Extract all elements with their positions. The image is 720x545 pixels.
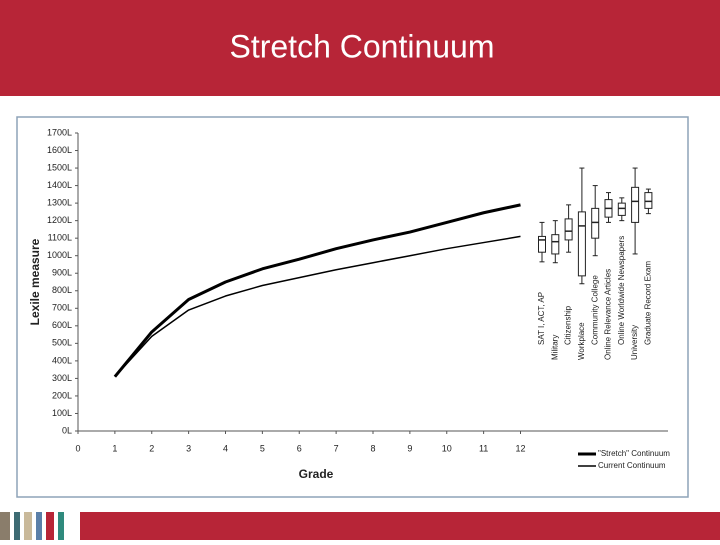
legend-label: Current Continuum bbox=[598, 461, 666, 470]
x-tick-label: 10 bbox=[442, 443, 452, 453]
y-tick-label: 600L bbox=[52, 320, 72, 330]
x-tick-label: 2 bbox=[149, 443, 154, 453]
box bbox=[577, 211, 586, 277]
box-label: Graduate Record Exam bbox=[644, 261, 653, 345]
y-tick-label: 300L bbox=[52, 373, 72, 383]
x-tick-label: 1 bbox=[112, 443, 117, 453]
box bbox=[644, 192, 653, 209]
x-tick-label: 5 bbox=[260, 443, 265, 453]
box-label: Military bbox=[550, 335, 559, 360]
y-tick-label: 0L bbox=[62, 425, 72, 435]
x-tick-label: 0 bbox=[75, 443, 80, 453]
box-label: Workplace bbox=[577, 322, 586, 360]
y-tick-label: 1100L bbox=[48, 233, 72, 243]
box-label: Citizenship bbox=[564, 305, 573, 345]
box bbox=[591, 207, 600, 239]
x-tick-label: 4 bbox=[223, 443, 228, 453]
box bbox=[617, 202, 626, 216]
y-tick-label: 700L bbox=[52, 303, 72, 313]
stripe bbox=[36, 512, 42, 540]
stripe bbox=[0, 512, 10, 540]
x-tick-label: 7 bbox=[334, 443, 339, 453]
x-tick-label: 6 bbox=[297, 443, 302, 453]
y-tick-label: 1000L bbox=[47, 250, 72, 260]
box bbox=[551, 234, 560, 255]
stripe bbox=[58, 512, 64, 540]
x-axis-title: Grade bbox=[299, 467, 334, 481]
box-label: Online Relevance Articles bbox=[604, 269, 613, 360]
y-tick-label: 1400L bbox=[47, 180, 72, 190]
y-tick-label: 1600L bbox=[47, 145, 72, 155]
y-axis-title: Lexile measure bbox=[28, 238, 42, 325]
series-line bbox=[113, 203, 521, 378]
stripe bbox=[14, 512, 20, 540]
y-tick-label: 1200L bbox=[47, 215, 72, 225]
x-tick-label: 3 bbox=[186, 443, 191, 453]
box bbox=[538, 235, 546, 253]
box-label: Online Worldwide Newspapers bbox=[617, 236, 626, 345]
footer bbox=[0, 512, 720, 540]
footer-bar bbox=[80, 512, 720, 540]
y-tick-label: 900L bbox=[52, 268, 72, 278]
stripe bbox=[46, 512, 54, 540]
y-tick-label: 200L bbox=[52, 390, 72, 400]
header-bar bbox=[0, 0, 720, 96]
x-tick-label: 12 bbox=[515, 443, 525, 453]
x-tick-label: 11 bbox=[479, 443, 488, 453]
x-tick-label: 8 bbox=[370, 443, 375, 453]
stripe bbox=[24, 512, 32, 540]
y-tick-label: 800L bbox=[52, 285, 72, 295]
box-label: Community College bbox=[590, 275, 599, 345]
box bbox=[631, 186, 640, 223]
slide-title: Stretch Continuum bbox=[229, 28, 494, 64]
y-tick-label: 1300L bbox=[47, 197, 72, 207]
y-tick-label: 500L bbox=[52, 338, 72, 348]
y-tick-label: 1700L bbox=[47, 127, 72, 137]
chart-frame bbox=[16, 116, 689, 498]
box-label: SAT I, ACT, AP bbox=[537, 292, 546, 345]
y-tick-label: 400L bbox=[52, 355, 72, 365]
x-tick-label: 9 bbox=[407, 443, 412, 453]
y-tick-label: 1500L bbox=[47, 162, 72, 172]
legend-label: "Stretch" Continuum bbox=[598, 449, 670, 458]
series-line bbox=[114, 235, 521, 378]
box-label: University bbox=[630, 325, 639, 360]
box bbox=[564, 218, 573, 241]
y-tick-label: 100L bbox=[52, 408, 72, 418]
